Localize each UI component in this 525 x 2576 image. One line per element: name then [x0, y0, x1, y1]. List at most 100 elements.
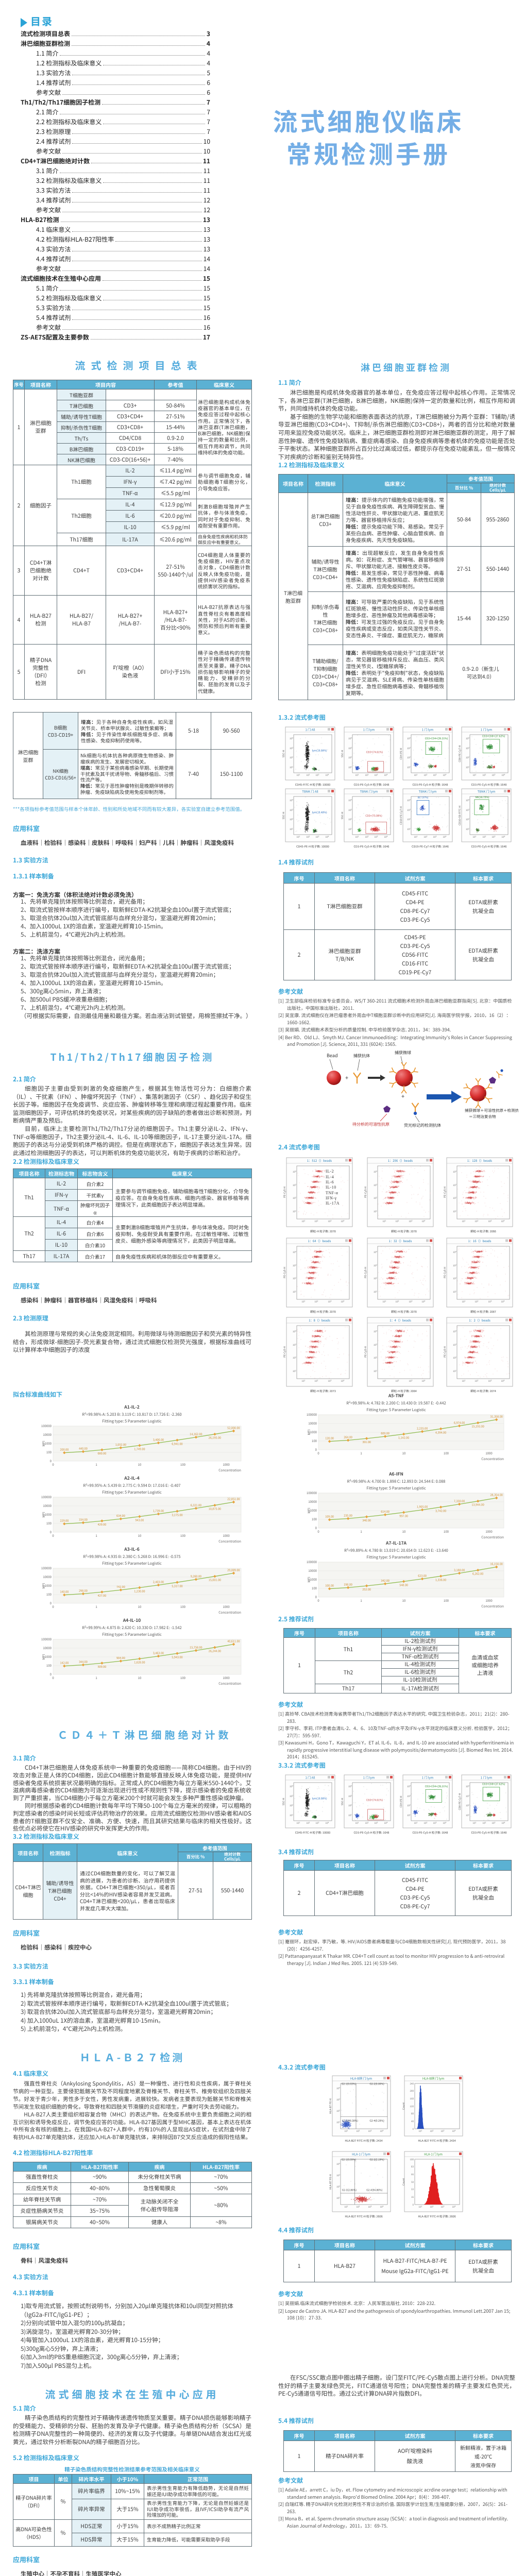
- svg-text:100: 100: [312, 1517, 317, 1521]
- svg-text:101: 101: [374, 1210, 377, 1214]
- svg-text:10000: 10000: [308, 1421, 317, 1426]
- svg-text:PE-Cy5-H: PE-Cy5-H: [443, 1346, 447, 1358]
- svg-text:MFI: MFI: [306, 1430, 311, 1435]
- svg-text:10: 10: [402, 1598, 406, 1603]
- svg-text:102: 102: [466, 818, 469, 822]
- svg-text:102: 102: [407, 756, 411, 760]
- svg-text:0: 0: [315, 1526, 317, 1530]
- svg-text:101: 101: [473, 836, 477, 839]
- svg-text:1 门 lym: 1 门 lym: [363, 727, 375, 732]
- svg-text:102: 102: [407, 818, 411, 822]
- svg-text:104: 104: [374, 1171, 377, 1174]
- svg-text:104: 104: [384, 1822, 388, 1825]
- svg-text:83: 83: [411, 2165, 414, 2168]
- svg-text:1,230.00: 1,230.00: [134, 1589, 145, 1594]
- svg-text:1: 1: [360, 1451, 362, 1455]
- svg-text:198.00: 198.00: [344, 1583, 352, 1587]
- svg-text:104: 104: [290, 1785, 293, 1789]
- svg-text:1 门 All: 1 门 All: [305, 1775, 315, 1780]
- svg-text:609.00: 609.00: [381, 1431, 389, 1435]
- svg-text:101: 101: [462, 1380, 466, 1383]
- svg-text:103: 103: [466, 1795, 469, 1799]
- svg-text:252.00: 252.00: [362, 1587, 371, 1591]
- svg-text:31,358.00: 31,358.00: [490, 1415, 502, 1419]
- svg-text:16: 16: [411, 2196, 414, 2199]
- svg-text:342.00: 342.00: [381, 1579, 389, 1583]
- svg-text:101: 101: [345, 2130, 348, 2133]
- svg-text:634.00: 634.00: [116, 1514, 125, 1518]
- svg-text:1000: 1000: [223, 1533, 230, 1538]
- svg-text:CD45-FITC-H 粒子数: 10000: CD45-FITC-H 粒子数: 10000: [295, 783, 330, 787]
- svg-text:103: 103: [290, 747, 293, 751]
- svg-text:102: 102: [307, 774, 310, 777]
- svg-text:100: 100: [180, 1604, 186, 1609]
- svg-text:CD3+CD4+(39.21%): CD3+CD4+(39.21%): [425, 1785, 448, 1788]
- svg-text:Concentration: Concentration: [218, 1467, 241, 1472]
- svg-text:103: 103: [374, 1184, 377, 1188]
- svg-text:HLA-1 门 lym: HLA-1 门 lym: [424, 2152, 443, 2157]
- svg-text:22,851.00: 22,851.00: [227, 1497, 240, 1501]
- svg-text:200: 200: [410, 2090, 414, 2093]
- svg-text:104: 104: [326, 836, 329, 839]
- svg-text:PE-Cy5-H: PE-Cy5-H: [283, 1267, 286, 1278]
- svg-text:102: 102: [290, 1804, 293, 1808]
- svg-text:1：128（）beads: 1：128（）beads: [467, 1158, 492, 1163]
- svg-text:16,150.00: 16,150.00: [490, 1562, 502, 1566]
- svg-text:1 门 lym: 1 门 lym: [422, 727, 434, 732]
- svg-text:3,175.00: 3,175.00: [172, 1513, 182, 1517]
- svg-text:103: 103: [375, 836, 378, 839]
- svg-text:CD3-PE-Cy5-H 粒子数: 1648: CD3-PE-Cy5-H 粒子数: 1648: [471, 1831, 507, 1835]
- svg-text:PE-Cy5-H: PE-Cy5-H: [364, 1346, 367, 1358]
- svg-text:IL-2: IL-2: [326, 1169, 334, 1174]
- svg-text:1000: 1000: [45, 1654, 52, 1659]
- svg-text:102: 102: [483, 1822, 486, 1825]
- svg-text:1：512（）beads: 1：512（）beads: [307, 1158, 332, 1163]
- svg-text:G2-3(2.86%): G2-3(2.86%): [342, 2189, 357, 2192]
- svg-text:15,001.00: 15,001.00: [209, 1578, 221, 1582]
- svg-text:A6-IFN: A6-IFN: [388, 1471, 403, 1477]
- svg-text:103: 103: [466, 747, 469, 751]
- svg-text:Fitting type: 5 Parameter Logi: Fitting type: 5 Parameter Logistic: [102, 1489, 162, 1495]
- svg-text:102: 102: [475, 1380, 479, 1383]
- svg-text:10: 10: [138, 1533, 142, 1538]
- svg-text:102: 102: [293, 1197, 296, 1200]
- svg-text:1000: 1000: [223, 1462, 230, 1467]
- svg-text:1000: 1000: [485, 1451, 493, 1455]
- svg-text:102: 102: [365, 836, 369, 839]
- svg-text:102: 102: [336, 2185, 340, 2189]
- svg-text:120.00: 120.00: [325, 1436, 334, 1440]
- svg-text:HLA-B7 PE-H: HLA-B7 PE-H: [329, 2098, 332, 2114]
- svg-text:103: 103: [368, 2130, 372, 2133]
- svg-text:1 门 lym: 1 门 lym: [481, 1775, 493, 1780]
- svg-text:103: 103: [492, 774, 496, 777]
- svg-text:40: 40: [411, 2120, 414, 2123]
- svg-text:IFN-γ: IFN-γ: [326, 1196, 337, 1200]
- svg-text:103: 103: [492, 1822, 496, 1825]
- svg-text:102: 102: [357, 2130, 360, 2133]
- svg-text:CD3-PE-Cy5-H 粒子数: 1648: CD3-PE-Cy5-H 粒子数: 1648: [354, 1831, 389, 1835]
- svg-text:742.00: 742.00: [116, 1585, 125, 1589]
- svg-text:103: 103: [316, 1822, 319, 1825]
- svg-text:344.00: 344.00: [79, 1660, 88, 1664]
- svg-text:10: 10: [402, 1529, 406, 1534]
- svg-text:0: 0: [317, 1529, 319, 1534]
- svg-text:102: 102: [396, 1380, 399, 1383]
- svg-text:102: 102: [365, 774, 369, 777]
- svg-text:1: 1: [360, 1598, 362, 1603]
- svg-text:997.00: 997.00: [399, 1514, 408, 1518]
- svg-text:103: 103: [453, 1184, 456, 1188]
- svg-text:104: 104: [341, 1300, 345, 1304]
- svg-text:100: 100: [410, 2158, 414, 2161]
- svg-text:26,195.00: 26,195.00: [209, 1436, 221, 1440]
- svg-text:102: 102: [424, 774, 428, 777]
- svg-text:HLA-B27 FITC-H 粒子数: 2434: HLA-B27 FITC-H 粒子数: 2434: [418, 2139, 455, 2143]
- svg-text:101: 101: [453, 1210, 456, 1214]
- svg-text:101: 101: [348, 766, 352, 770]
- svg-text:104: 104: [443, 836, 447, 839]
- svg-text:103: 103: [348, 1795, 352, 1799]
- svg-text:1: 1: [360, 1529, 362, 1534]
- svg-text:100000: 100000: [41, 1637, 52, 1641]
- svg-text:CD19-PE-Cy7-H: CD19-PE-Cy7-H: [399, 806, 403, 825]
- svg-text:103: 103: [316, 774, 319, 777]
- svg-text:0: 0: [315, 1595, 317, 1599]
